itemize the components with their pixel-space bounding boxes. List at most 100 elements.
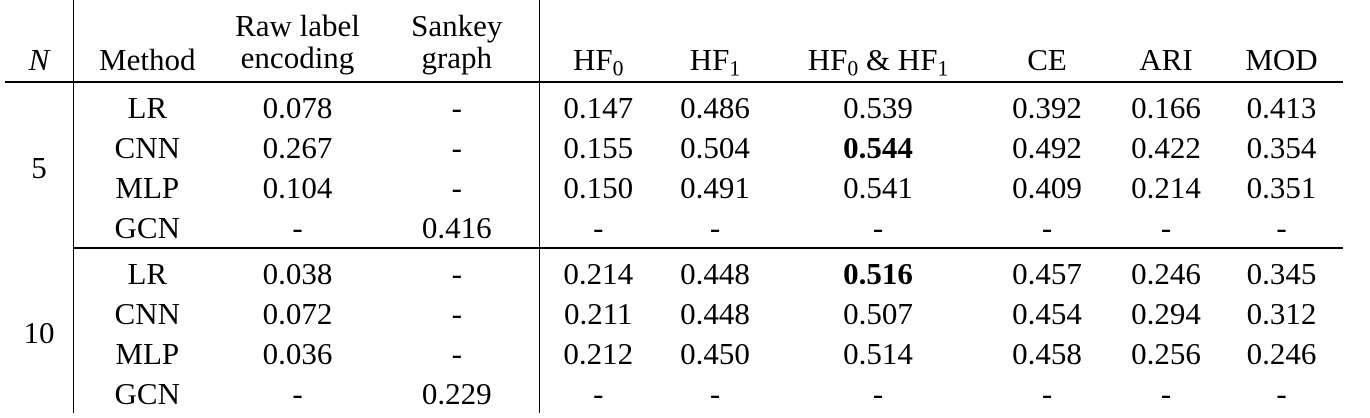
header-ce: CE — [1027, 42, 1067, 77]
cell-hf1: - — [709, 375, 721, 411]
cell-hf1: 0.450 — [680, 335, 750, 371]
cell-ari: 0.166 — [1131, 89, 1201, 125]
header-ari: ARI — [1139, 42, 1193, 77]
header-hf0-sub: 0 — [612, 56, 624, 81]
cell-method: GCN — [73, 207, 221, 249]
cell-mod: 0.351 — [1246, 169, 1317, 205]
header-sankey-line1: Sankey — [411, 7, 503, 43]
header-hfb-amp: & HF — [858, 42, 938, 77]
cell-ari: 0.246 — [1131, 255, 1201, 291]
cell-method: GCN — [114, 375, 180, 411]
cell-method: CNN — [114, 295, 180, 331]
cell-ari: 0.214 — [1131, 169, 1201, 205]
header-sankey-graph: Sankey graph — [374, 0, 540, 82]
cell-method: LR — [127, 89, 168, 125]
cell-ce: 0.457 — [1012, 255, 1082, 291]
table-body: 5 LR 0.078 - 0.147 0.486 0.539 0.392 0.1… — [5, 82, 1343, 413]
group-n-value: 10 — [5, 248, 74, 413]
cell-mod: 0.246 — [1246, 335, 1317, 371]
cell-sankey: - — [374, 248, 540, 293]
header-method: Method — [99, 42, 196, 77]
table-row: GCN - 0.229 - - - - - - — [5, 373, 1343, 413]
cell-method: MLP — [115, 335, 180, 371]
cell-method: MLP — [115, 169, 180, 205]
cell-hf0: 0.214 — [563, 255, 634, 291]
table-header: N Method Raw label encoding Sankey graph… — [5, 0, 1343, 82]
header-raw-label-encoding: Raw label encoding — [221, 0, 375, 82]
cell-hf1: 0.491 — [680, 169, 750, 205]
cell-raw: - — [292, 375, 303, 411]
cell-hf0-hf1-best: 0.544 — [843, 129, 913, 165]
header-hfb-sub2: 1 — [937, 56, 949, 81]
cell-sankey: - — [374, 127, 540, 167]
header-hf1: HF1 — [657, 0, 774, 82]
cell-sankey: - — [374, 333, 540, 373]
cell-hf1: 0.486 — [680, 89, 750, 125]
cell-hf0: 0.211 — [563, 295, 633, 331]
header-row: N Method Raw label encoding Sankey graph… — [5, 0, 1343, 82]
header-n: N — [5, 0, 74, 82]
cell-mod: 0.413 — [1246, 89, 1317, 125]
cell-hf0: 0.147 — [563, 89, 634, 125]
cell-mod: 0.354 — [1246, 129, 1317, 165]
cell-ce: 0.458 — [1012, 335, 1082, 371]
cell-hf0-hf1: 0.507 — [843, 295, 913, 331]
table-row: CNN 0.267 - 0.155 0.504 0.544 0.492 0.42… — [5, 127, 1343, 167]
cell-hf0: 0.150 — [563, 169, 634, 205]
cell-ce: - — [1041, 375, 1053, 411]
cell-ari: 0.422 — [1131, 129, 1201, 165]
cell-hf1: - — [656, 207, 774, 249]
cell-sankey: - — [374, 82, 540, 127]
header-hf0-base: HF — [573, 42, 613, 77]
cell-ce: 0.392 — [1012, 89, 1082, 125]
table-row: 10 LR 0.038 - 0.214 0.448 0.516 0.457 0.… — [5, 248, 1343, 413]
header-hf0: HF0 — [540, 0, 657, 82]
cell-hf1: 0.504 — [680, 129, 750, 165]
cell-raw: 0.104 — [262, 169, 333, 205]
header-hfb-sub1: 0 — [847, 56, 859, 81]
cell-hf0: 0.155 — [563, 129, 634, 165]
cell-sankey: 0.229 — [374, 373, 540, 413]
cell-hf0: - — [593, 375, 604, 411]
cell-raw: 0.038 — [262, 255, 333, 291]
cell-hf1: 0.448 — [680, 295, 750, 331]
header-raw-line1: Raw label — [235, 7, 360, 43]
header-sankey-line2: graph — [421, 40, 493, 76]
cell-hf0-hf1: 0.541 — [843, 169, 913, 205]
results-table: N Method Raw label encoding Sankey graph… — [5, 0, 1343, 413]
cell-hf0-hf1-best: 0.516 — [843, 255, 913, 291]
cell-ce: 0.409 — [1012, 169, 1082, 205]
cell-hf0-hf1: - — [773, 207, 983, 249]
cell-ce: 0.454 — [1012, 295, 1082, 331]
cell-raw: 0.036 — [262, 335, 333, 371]
cell-ari: 0.256 — [1131, 335, 1201, 371]
cell-raw: 0.072 — [262, 295, 333, 331]
header-raw-line2: encoding — [240, 40, 355, 76]
cell-raw: 0.267 — [262, 129, 333, 165]
cell-hf0-hf1: 0.539 — [843, 89, 913, 125]
header-mod: MOD — [1245, 42, 1318, 77]
cell-mod: - — [1276, 375, 1287, 411]
header-hfb-base1: HF — [807, 42, 848, 77]
header-hf0-and-hf1: HF0 & HF1 — [774, 0, 983, 82]
cell-hf0-hf1: 0.514 — [843, 335, 913, 371]
cell-hf1: 0.448 — [680, 255, 750, 291]
cell-hf0: - — [539, 207, 657, 249]
group-n-value: 5 — [5, 82, 74, 248]
cell-hf0-hf1: - — [872, 375, 884, 411]
cell-ari: 0.294 — [1131, 295, 1201, 331]
table-row: MLP 0.104 - 0.150 0.491 0.541 0.409 0.21… — [5, 167, 1343, 207]
header-hf1-sub: 1 — [729, 56, 741, 81]
cell-mod: 0.312 — [1246, 295, 1317, 331]
cell-ari: - — [1111, 207, 1221, 249]
cell-sankey: - — [374, 167, 540, 207]
cell-method: CNN — [114, 129, 180, 165]
cell-ce: 0.492 — [1012, 129, 1082, 165]
table-row: 5 LR 0.078 - 0.147 0.486 0.539 0.392 0.1… — [5, 82, 1343, 248]
cell-raw: - — [220, 207, 375, 249]
cell-mod: - — [1220, 207, 1343, 249]
table-row: MLP 0.036 - 0.212 0.450 0.514 0.458 0.25… — [5, 333, 1343, 373]
cell-sankey: - — [374, 293, 540, 333]
table-row: CNN 0.072 - 0.211 0.448 0.507 0.454 0.29… — [5, 293, 1343, 333]
